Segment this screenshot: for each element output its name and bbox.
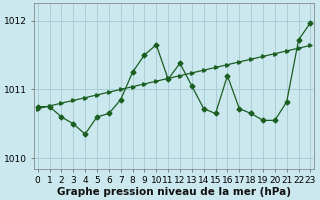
X-axis label: Graphe pression niveau de la mer (hPa): Graphe pression niveau de la mer (hPa) xyxy=(57,187,291,197)
